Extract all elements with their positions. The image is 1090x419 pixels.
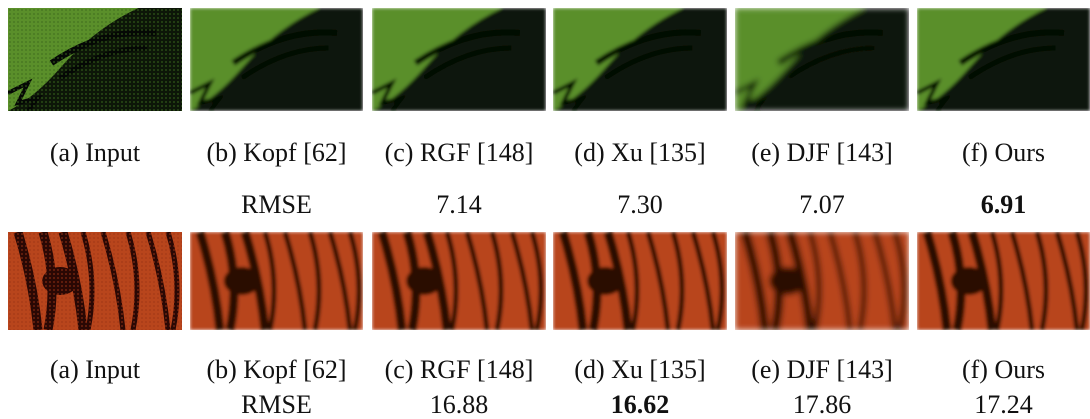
result-image [8,232,182,330]
figure: (a) Input (b) Kopf [62] (c) RGF [148] (d… [0,0,1090,419]
caption: (d) Xu [135] [550,355,730,385]
caption: (c) RGF [148] [369,138,549,168]
caption: (a) Input [5,138,185,168]
result-image [553,8,727,111]
caption: (a) Input [5,355,185,385]
caption: (c) RGF [148] [369,355,549,385]
caption: (f) Ours [914,355,1090,385]
metric-value: 6.91 [914,190,1090,220]
caption: (e) DJF [143] [732,355,912,385]
result-image [372,8,546,111]
result-image [735,8,909,111]
caption: (e) DJF [143] [732,138,912,168]
result-image [553,232,727,330]
result-image [190,8,363,111]
metric-label: RMSE [187,390,367,419]
metric-value: 17.24 [914,390,1090,419]
caption: (b) Kopf [62] [187,355,367,385]
metric-label: RMSE [187,190,367,220]
result-image [8,8,182,111]
metric-value: 7.30 [550,190,730,220]
result-image [372,232,546,330]
result-image [190,232,363,330]
metric-value: 17.86 [732,390,912,419]
result-image [735,232,909,330]
result-image [917,8,1090,111]
metric-value: 16.88 [369,390,549,419]
result-image [917,232,1090,330]
metric-value: 7.14 [369,190,549,220]
caption: (b) Kopf [62] [187,138,367,168]
metric-value: 16.62 [550,390,730,419]
metric-value: 7.07 [732,190,912,220]
caption: (f) Ours [914,138,1090,168]
caption: (d) Xu [135] [550,138,730,168]
